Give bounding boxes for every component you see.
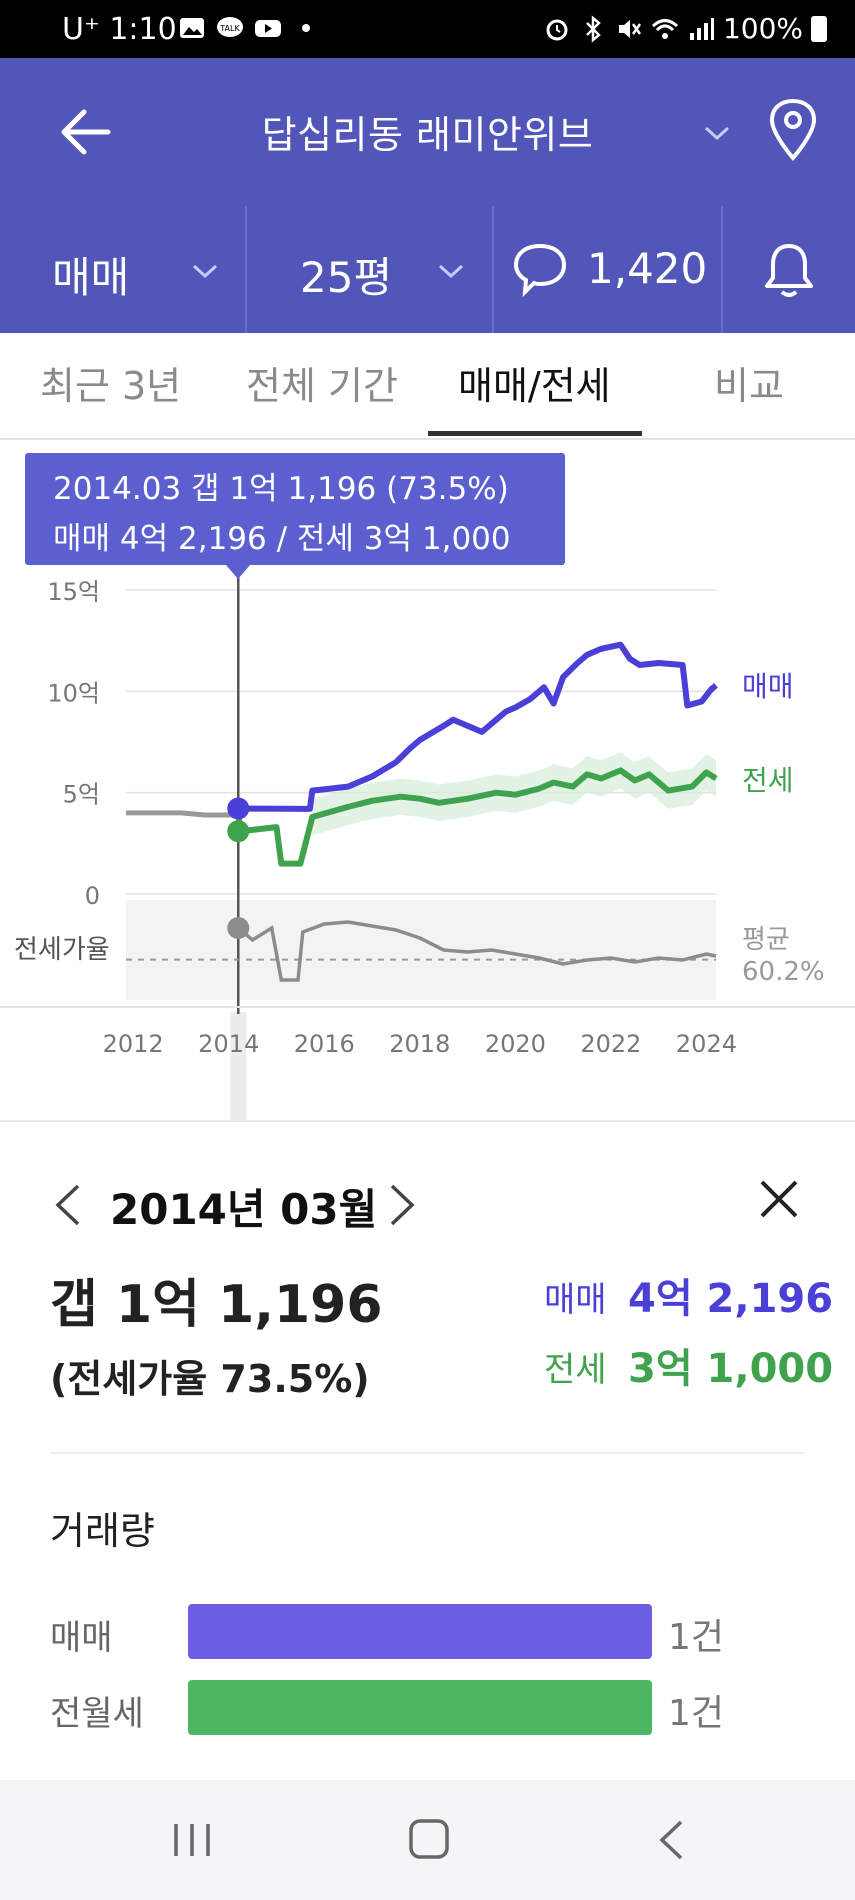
notification-icons: TALK — [178, 14, 320, 42]
talk-icon: TALK — [217, 17, 243, 37]
map-pin-icon[interactable] — [768, 98, 818, 162]
y-tick-label: 0 — [85, 882, 100, 910]
volume-rent-count: 1건 — [668, 1693, 725, 1734]
series-line-ratio — [237, 920, 717, 982]
x-tick-label: 2016 — [294, 1030, 355, 1058]
youtube-icon — [255, 20, 281, 37]
wifi-icon — [651, 18, 678, 39]
chevron-down-icon — [438, 264, 464, 279]
app-header: 답십리동 래미안위브 — [0, 58, 855, 206]
comments-button[interactable]: 1,420 — [493, 206, 723, 333]
clock: 1:10 — [109, 12, 177, 47]
alarm-icon — [546, 19, 568, 40]
volume-rent-label: 전월세 — [50, 1694, 144, 1734]
signal-icon — [689, 17, 714, 40]
chevron-down-icon — [192, 264, 218, 279]
selected-point-sale — [227, 797, 250, 820]
selection-shadow — [230, 1012, 247, 1120]
chevron-left-icon[interactable] — [52, 1182, 84, 1228]
complex-title[interactable]: 답십리동 래미안위브 — [261, 113, 594, 157]
volume-sale-label: 매매 — [50, 1618, 113, 1658]
selected-point-ratio — [227, 917, 250, 939]
filter-bar: 매매 25평 1,420 — [0, 206, 855, 333]
x-tick-label: 2014 — [198, 1030, 259, 1058]
gap-amount: 갭 1억 1,196 — [50, 1275, 383, 1335]
carrier-label: U⁺ — [62, 12, 100, 47]
sale-price-label: 매매 — [544, 1280, 607, 1320]
detail-panel: 2014년 03월 갭 1억 1,196 (전세가율 73.5%) 매매 4억 … — [0, 1120, 855, 1782]
volume-sale-count: 1건 — [668, 1617, 725, 1658]
back-nav-icon[interactable] — [656, 1818, 686, 1862]
tooltip-pointer — [226, 565, 250, 579]
jeonse-price-label: 전세 — [544, 1350, 607, 1390]
series-label-jeonse: 전세 — [742, 764, 794, 797]
jeonse-price-value: 3억 1,000 — [628, 1346, 834, 1392]
mute-icon — [618, 19, 641, 38]
tab-recent-3y[interactable]: 최근 3년 — [40, 364, 182, 408]
size-selector[interactable]: 25평 — [246, 206, 494, 333]
status-bar: U⁺ 1:10 TALK 100% — [0, 0, 855, 58]
volume-rent-bar — [188, 1680, 652, 1735]
x-tick-label: 2020 — [485, 1030, 546, 1058]
ratio-avg-label: 평균 — [742, 925, 790, 955]
series-label-sale: 매매 — [742, 670, 794, 703]
tooltip-gap-line: 2014.03 갭 1억 1,196 (73.5%) — [53, 471, 509, 507]
tab-compare[interactable]: 비교 — [714, 364, 784, 408]
section-divider — [50, 1452, 805, 1454]
home-icon[interactable] — [408, 1818, 450, 1860]
comment-count: 1,420 — [587, 244, 708, 293]
x-tick-label: 2022 — [580, 1030, 641, 1058]
y-tick-label: 10억 — [47, 679, 100, 707]
system-icons: 100% — [543, 12, 827, 45]
active-tab-indicator — [428, 431, 642, 436]
bluetooth-icon — [586, 14, 601, 43]
y-tick-label: 5억 — [63, 781, 100, 809]
svg-text:TALK: TALK — [219, 24, 240, 33]
tooltip-price-line: 매매 4억 2,196 / 전세 3억 1,000 — [53, 521, 511, 557]
status-time: U⁺ 1:10 — [62, 12, 177, 47]
deal-type-label: 매매 — [52, 253, 130, 302]
chevron-down-icon[interactable] — [700, 116, 734, 150]
deal-type-selector[interactable]: 매매 — [0, 206, 247, 333]
battery-icon — [811, 15, 827, 42]
chevron-right-icon[interactable] — [386, 1182, 418, 1228]
selected-point-jeonse — [227, 820, 250, 843]
x-tick-label: 2024 — [676, 1030, 737, 1058]
chart-tooltip: 2014.03 갭 1억 1,196 (73.5%) 매매 4억 2,196 /… — [25, 453, 565, 565]
tab-sale-jeonse[interactable]: 매매/전세 — [458, 364, 611, 408]
x-tick-label: 2012 — [103, 1030, 164, 1058]
ratio-band-background — [126, 900, 716, 1000]
sale-price-value: 4억 2,196 — [628, 1276, 834, 1322]
bell-icon — [765, 244, 813, 297]
x-tick-label: 2018 — [389, 1030, 450, 1058]
selected-month: 2014년 03월 — [110, 1185, 378, 1234]
series-line-sale — [235, 641, 718, 817]
gallery-icon — [180, 18, 204, 38]
volume-sale-bar — [188, 1604, 652, 1659]
volume-title: 거래량 — [50, 1509, 155, 1553]
back-arrow-icon[interactable] — [56, 102, 120, 162]
y-tick-label: 15억 — [47, 578, 100, 606]
ratio-axis-label: 전세가율 — [14, 935, 110, 965]
speech-bubble-icon — [513, 243, 567, 298]
size-label: 25평 — [300, 253, 393, 302]
series-line-jeonse — [235, 767, 718, 867]
battery-percent: 100% — [722, 12, 803, 45]
jeonse-ratio: (전세가율 73.5%) — [50, 1357, 370, 1401]
tab-all-period[interactable]: 전체 기간 — [246, 364, 398, 408]
close-icon[interactable] — [758, 1178, 800, 1220]
period-tabs: 최근 3년 전체 기간 매매/전세 비교 — [0, 333, 855, 440]
pre-period-line — [126, 810, 239, 818]
dot-icon — [302, 24, 310, 32]
ratio-avg-value: 60.2% — [742, 957, 825, 987]
alert-button[interactable] — [722, 206, 855, 333]
system-nav-bar — [0, 1780, 855, 1900]
recent-apps-icon[interactable] — [170, 1820, 214, 1860]
